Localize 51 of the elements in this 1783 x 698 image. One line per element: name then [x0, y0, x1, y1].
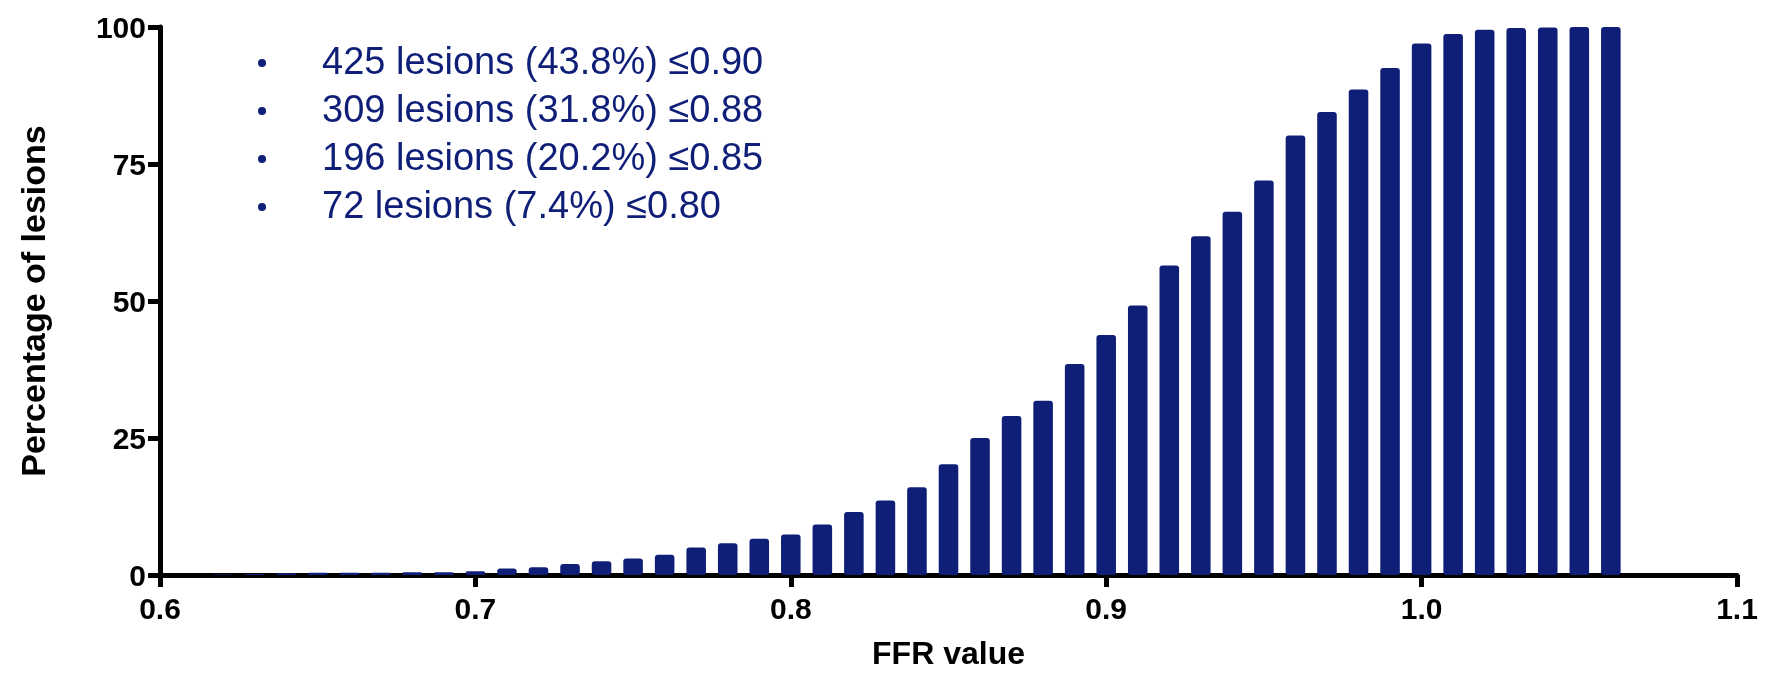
bar [938, 464, 959, 575]
bar [1474, 29, 1495, 575]
bar [1569, 27, 1590, 575]
bar [1222, 211, 1243, 575]
bar [970, 438, 990, 575]
bar [1127, 305, 1148, 575]
bar [623, 558, 643, 575]
bar [1443, 34, 1463, 575]
bar [749, 538, 770, 575]
x-tick-label: 0.9 [1085, 591, 1128, 625]
bar [560, 564, 580, 575]
bar [591, 561, 612, 575]
y-axis-title: Percentage of lesions [14, 125, 52, 477]
bar [1601, 27, 1621, 575]
bar [1096, 334, 1116, 575]
bar [654, 554, 675, 575]
annotation: 425 lesions (43.8%) ≤0.90 [322, 40, 764, 82]
bar [844, 511, 864, 575]
bar [686, 547, 706, 575]
annotation: 309 lesions (31.8%) ≤0.88 [322, 88, 764, 130]
bar [1285, 135, 1306, 575]
bar [1001, 416, 1022, 575]
bar [1254, 180, 1274, 575]
y-tick-label: 75 [112, 147, 146, 181]
x-tick-label: 0.8 [769, 591, 812, 625]
bar [1537, 27, 1558, 575]
annotation: 196 lesions (20.2%) ≤0.85 [322, 136, 764, 178]
x-tick-label: 0.7 [454, 591, 497, 625]
bar [1191, 236, 1211, 575]
bar [1380, 68, 1400, 575]
bar [812, 524, 833, 575]
bar [1159, 265, 1180, 575]
x-tick-label: 1.0 [1400, 591, 1443, 625]
bar [717, 543, 738, 575]
bar [781, 534, 801, 575]
x-axis-title: FFR value [872, 635, 1025, 671]
bar [1033, 400, 1053, 575]
bar [875, 500, 896, 575]
bar [1411, 43, 1432, 575]
y-tick-label: 50 [112, 284, 146, 318]
x-tick-label: 0.6 [139, 591, 181, 625]
bar [1506, 28, 1526, 575]
y-tick-label: 100 [95, 10, 146, 44]
bar [907, 487, 927, 575]
annotation: 72 lesions (7.4%) ≤0.80 [322, 184, 721, 226]
bar [1064, 364, 1085, 575]
bar [1317, 111, 1337, 575]
y-tick-label: 25 [112, 421, 146, 455]
y-tick-label: 0 [129, 558, 146, 592]
bar [1348, 89, 1369, 575]
x-tick-label: 1.1 [1716, 591, 1758, 625]
